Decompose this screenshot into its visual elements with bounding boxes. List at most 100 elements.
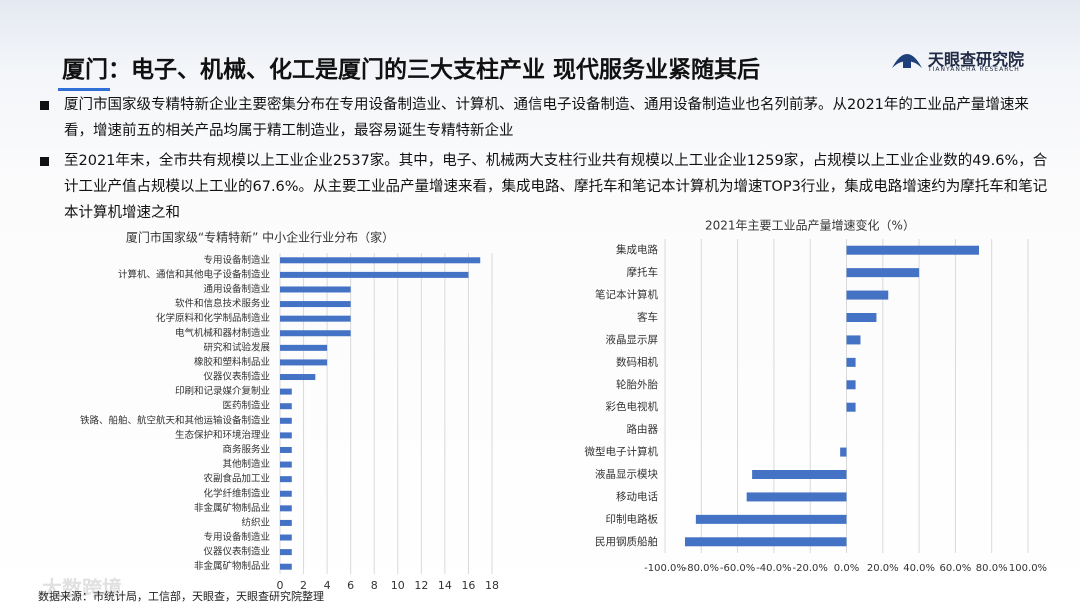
bar [280, 301, 351, 308]
y-tick-label: 非金属矿物制品业 [194, 560, 270, 572]
y-tick-label: 印刷和记录媒介复制业 [175, 385, 270, 397]
y-tick-label: 铁路、船舶、航空航天和其他运输设备制造业 [80, 414, 270, 426]
x-tick-label: 6 [347, 579, 354, 592]
x-tick-label: -40.0% [756, 563, 791, 574]
bar [746, 492, 847, 502]
bar [280, 461, 292, 468]
y-tick-label: 液晶显示模块 [595, 468, 658, 481]
bar [280, 519, 292, 526]
y-tick-label: 纺织业 [241, 516, 270, 528]
x-tick-label: -20.0% [793, 563, 828, 574]
bar [846, 313, 877, 322]
bar [280, 315, 351, 322]
y-tick-label: 彩色电视机 [606, 400, 659, 413]
bullet-text: 厦门市国家级专精特新企业主要密集分布在专用设备制造业、计算机、通信电子设备制造、… [64, 97, 1029, 139]
bar [280, 403, 292, 410]
bar [280, 286, 351, 293]
y-tick-label: 计算机、通信和其他电子设备制造业 [118, 268, 270, 280]
bar [846, 290, 889, 300]
y-tick-label: 医药制造业 [222, 400, 270, 412]
bar [280, 257, 481, 264]
y-tick-label: 客车 [637, 311, 658, 324]
y-tick-label: 非金属矿物制品业 [194, 502, 270, 514]
x-tick-label: -60.0% [720, 563, 755, 574]
y-tick-label: 数码相机 [616, 355, 658, 368]
bar [280, 359, 328, 366]
x-tick-label: 2 [300, 579, 307, 592]
y-tick-label: 摩托车 [627, 266, 659, 279]
x-tick-label: 4 [324, 579, 331, 592]
y-tick-label: 微型电子计算机 [585, 445, 659, 458]
chart-title: 2021年主要工业品产量增速变化（%） [705, 218, 915, 233]
bar [280, 417, 292, 424]
x-tick-label: 14 [438, 579, 452, 592]
y-tick-label: 移动电话 [616, 490, 658, 503]
y-tick-label: 民用钢质船舶 [595, 535, 658, 548]
y-tick-label: 软件和信息技术服务业 [175, 298, 270, 310]
y-tick-label: 轮胎外胎 [616, 378, 658, 391]
x-tick-label: 8 [371, 579, 378, 592]
x-tick-label: -80.0% [684, 563, 719, 574]
bar [280, 505, 292, 512]
y-tick-label: 仪器仪表制造业 [203, 546, 270, 558]
x-tick-label: 10 [391, 579, 405, 592]
y-tick-label: 其他制造业 [222, 458, 270, 470]
y-tick-label: 专用设备制造业 [203, 254, 270, 266]
x-tick-label: 20.0% [867, 563, 899, 574]
bar [280, 549, 292, 556]
x-tick-label: -100.0% [644, 563, 686, 574]
x-tick-label: 60.0% [940, 563, 972, 574]
logo-icon [892, 54, 922, 68]
x-tick-label: 80.0% [976, 563, 1008, 574]
y-tick-label: 商务服务业 [222, 443, 270, 455]
y-tick-label: 通用设备制造业 [203, 283, 270, 295]
bar [846, 268, 920, 278]
bar [752, 470, 847, 479]
y-tick-label: 集成电路 [616, 243, 658, 256]
title-accent [58, 88, 110, 91]
bar [280, 446, 292, 453]
y-tick-label: 印制电路板 [606, 512, 659, 525]
x-tick-label: 100.0% [1009, 563, 1047, 574]
bar [280, 563, 292, 570]
logo-subtitle: TIANYANCHA RESEARCH [928, 66, 1020, 73]
bar [280, 534, 292, 541]
source-note: 数据来源：市统计局，工信部，天眼查，天眼查研究院整理 [38, 590, 324, 603]
bar [280, 374, 316, 381]
y-tick-label: 化学纤维制造业 [203, 487, 270, 499]
bar [280, 344, 328, 351]
bar [846, 357, 856, 367]
y-tick-label: 笔记本计算机 [595, 288, 658, 301]
bar [280, 476, 292, 483]
x-tick-label: 16 [461, 579, 475, 592]
bar [280, 388, 292, 395]
x-tick-label: 0.0% [834, 563, 859, 574]
y-tick-label: 橡胶和塑料制品业 [194, 356, 270, 368]
y-tick-label: 生态保护和环境治理业 [175, 429, 270, 441]
watermark: 大数跨境 [42, 576, 122, 600]
bar [280, 330, 351, 337]
bullet-text: 至2021年末，全市共有规模以上工业企业2537家。其中，电子、机械两大支柱行业… [64, 153, 1048, 221]
y-tick-label: 仪器仪表制造业 [203, 371, 270, 383]
bar [846, 402, 856, 412]
y-tick-label: 电气机械和器材制造业 [175, 327, 270, 339]
bullet-marker [40, 101, 49, 110]
bar [280, 432, 292, 439]
bar [280, 271, 469, 278]
logo: 天眼查研究院 [928, 50, 1025, 69]
bar [846, 380, 856, 390]
y-tick-label: 专用设备制造业 [203, 531, 270, 543]
bar [840, 447, 847, 457]
y-tick-label: 研究和试验发展 [203, 341, 270, 353]
x-tick-label: 12 [414, 579, 428, 592]
bar [695, 514, 847, 524]
bar [846, 335, 861, 345]
y-tick-label: 路由器 [627, 423, 659, 436]
y-tick-label: 液晶显示屏 [606, 333, 659, 346]
x-tick-label: 18 [485, 579, 499, 592]
y-tick-label: 农副食品加工业 [203, 473, 270, 485]
bullet-marker [40, 157, 49, 166]
x-tick-label: 40.0% [903, 563, 935, 574]
bar [280, 490, 292, 497]
